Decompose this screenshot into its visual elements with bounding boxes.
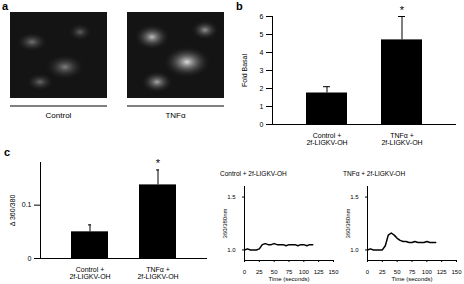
svg-text:6: 6	[260, 13, 264, 20]
html-text:c: c	[4, 146, 11, 158]
svg-text:*: *	[156, 157, 161, 169]
html-text:Control + 2f-LIGKV-OH: Control + 2f-LIGKV-OH	[220, 170, 287, 177]
svg-text:1.5: 1.5	[350, 194, 359, 200]
svg-text:0: 0	[243, 269, 247, 275]
svg-text:100: 100	[299, 269, 310, 275]
svg-text:Time (seconds): Time (seconds)	[391, 276, 432, 282]
svg-text:125: 125	[437, 269, 448, 275]
svg-text:25: 25	[256, 269, 263, 275]
svg-text:0: 0	[366, 269, 370, 275]
svg-text:3: 3	[260, 67, 264, 74]
svg-text:Control +2f-LIGKV-OH: Control +2f-LIGKV-OH	[306, 132, 347, 146]
html-text:TNFα + 2f-LIGKV-OH: TNFα + 2f-LIGKV-OH	[343, 170, 406, 177]
svg-text:50: 50	[394, 269, 401, 275]
svg-text:0: 0	[260, 121, 264, 128]
svg-text:75: 75	[286, 269, 293, 275]
svg-text:Time (seconds): Time (seconds)	[268, 276, 309, 282]
svg-text:360/380nm: 360/380nm	[345, 208, 351, 238]
svg-text:1.5: 1.5	[227, 194, 236, 200]
svg-text:5: 5	[260, 31, 264, 38]
svg-text:Control +2f-LIGKV-OH: Control +2f-LIGKV-OH	[69, 266, 110, 280]
svg-text:0: 0	[28, 255, 32, 262]
svg-text:*: *	[400, 4, 405, 16]
svg-text:0.1: 0.1	[22, 201, 32, 208]
svg-text:75: 75	[409, 269, 416, 275]
svg-text:100: 100	[422, 269, 433, 275]
svg-text:Control: Control	[46, 111, 72, 120]
svg-text:1.0: 1.0	[350, 247, 359, 253]
svg-text:150: 150	[451, 269, 462, 275]
svg-text:150: 150	[328, 269, 339, 275]
svg-text:TNFα +2f-LIGKV-OH: TNFα +2f-LIGKV-OH	[381, 132, 422, 146]
svg-text:Fold Basal: Fold Basal	[241, 54, 248, 88]
html-text:b: b	[236, 0, 243, 12]
svg-text:Δ 360/380: Δ 360/380	[9, 195, 16, 227]
html-text:a: a	[2, 0, 9, 12]
svg-text:1: 1	[260, 103, 264, 110]
svg-text:50: 50	[271, 269, 278, 275]
svg-text:360/380nm: 360/380nm	[222, 208, 228, 238]
svg-text:25: 25	[379, 269, 386, 275]
svg-text:TNFα +2f-LIGKV-OH: TNFα +2f-LIGKV-OH	[137, 266, 178, 280]
svg-text:4: 4	[260, 49, 264, 56]
svg-text:125: 125	[314, 269, 325, 275]
svg-text:2: 2	[260, 85, 264, 92]
svg-text:1.0: 1.0	[227, 247, 236, 253]
svg-text:TNFα: TNFα	[165, 111, 186, 120]
